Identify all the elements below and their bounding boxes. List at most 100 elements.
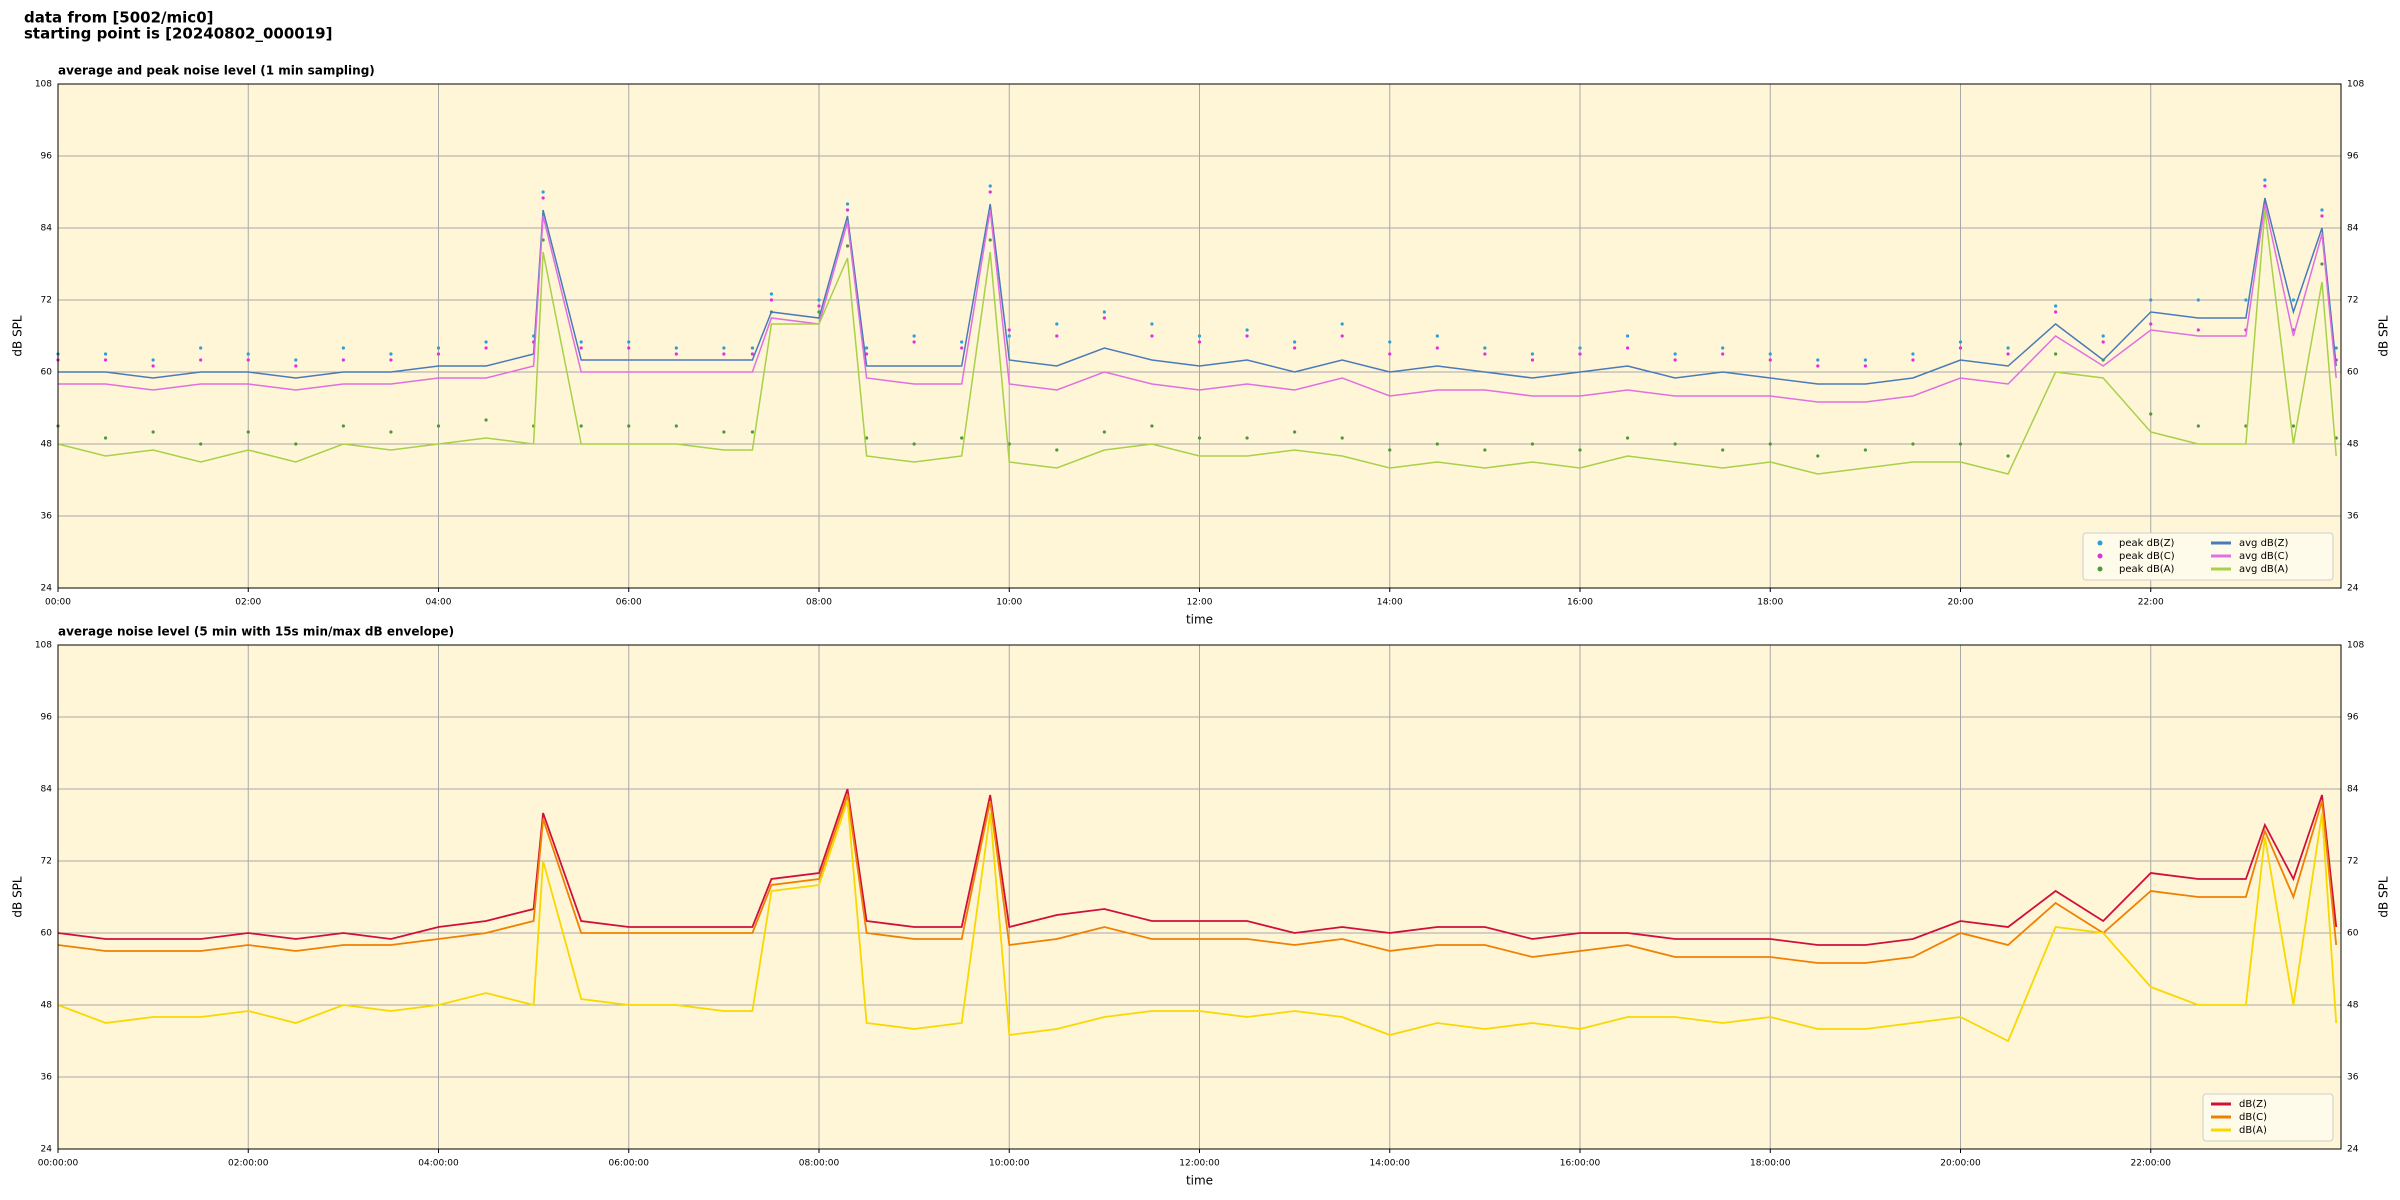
y-tick-label: 108 <box>2347 80 2364 90</box>
y-tick-label: 72 <box>41 296 52 306</box>
peak-point <box>845 208 850 212</box>
peak-point <box>1958 442 1963 446</box>
peak-point <box>2054 310 2058 314</box>
peak-point <box>436 346 441 350</box>
peak-point <box>484 418 488 422</box>
peak-point <box>1102 310 1106 314</box>
peak-point <box>1435 442 1439 446</box>
y-tick-label: 60 <box>2347 929 2359 939</box>
x-axis-label: time <box>1186 613 1213 627</box>
x-tick-label: 02:00 <box>235 598 261 608</box>
x-tick-label: 12:00:00 <box>1179 1159 1220 1169</box>
peak-point <box>627 346 631 350</box>
peak-point <box>1721 346 1725 350</box>
y-tick-label: 48 <box>41 440 53 450</box>
series-line <box>57 788 2338 946</box>
peak-point <box>1530 358 1535 362</box>
peak-point <box>341 346 345 350</box>
peak-point <box>1197 436 1202 440</box>
peak-point <box>864 436 869 440</box>
x-axis-label: time <box>1186 1174 1213 1188</box>
peak-point <box>199 442 203 446</box>
peak-point <box>2196 328 2200 332</box>
chart-title: average noise level (5 min with 15s min/… <box>58 625 454 639</box>
peak-point <box>960 340 964 344</box>
x-tick-label: 10:00 <box>996 598 1022 608</box>
peak-point <box>769 298 774 302</box>
peak-point <box>484 340 488 344</box>
legend-box <box>2202 1093 2334 1142</box>
peak-point <box>199 346 203 350</box>
peak-point <box>294 442 298 446</box>
peak-point <box>845 202 850 206</box>
peak-point <box>389 430 393 434</box>
peak-point <box>817 304 821 308</box>
peak-point <box>1625 334 1630 338</box>
peak-point <box>1673 352 1677 356</box>
peak-point <box>436 424 441 428</box>
header-line: starting point is [20240802_000019] <box>24 25 332 43</box>
peak-point <box>541 190 545 194</box>
peak-point <box>1055 448 1059 452</box>
header-line: data from [5002/mic0] <box>24 9 214 27</box>
peak-point <box>674 352 678 356</box>
peak-point <box>1055 334 1059 338</box>
peak-point <box>2263 178 2267 182</box>
peak-point <box>1578 346 1582 350</box>
y-axis-label: dB SPL <box>11 876 25 918</box>
peak-point <box>1911 442 1915 446</box>
peak-point <box>1007 328 1011 332</box>
peak-point <box>1483 448 1487 452</box>
peak-point <box>988 238 992 242</box>
peak-point <box>1816 454 1820 458</box>
peak-point <box>389 352 393 356</box>
y-tick-label: 96 <box>41 713 53 723</box>
y-tick-label: 72 <box>2347 857 2358 867</box>
y-tick-label: 60 <box>41 368 53 378</box>
peak-point <box>1721 448 1725 452</box>
peak-point <box>436 352 441 356</box>
peak-point <box>2101 334 2105 338</box>
x-tick-label: 10:00:00 <box>989 1159 1030 1169</box>
peak-point <box>341 358 345 362</box>
x-tick-label: 18:00:00 <box>1750 1159 1791 1169</box>
legend-label: avg dB(Z) <box>2239 538 2289 549</box>
peak-point <box>1435 334 1439 338</box>
x-tick-label: 18:00 <box>1757 598 1783 608</box>
peak-point <box>1150 322 1154 326</box>
peak-point <box>2149 298 2153 302</box>
peak-point <box>1293 430 1297 434</box>
y-tick-label: 96 <box>2347 713 2359 723</box>
series-line <box>57 794 2338 964</box>
peak-point <box>1768 442 1772 446</box>
peak-point <box>2320 208 2324 212</box>
y-tick-label: 84 <box>41 785 53 795</box>
peak-point <box>1483 346 1487 350</box>
peak-point <box>1340 334 1344 338</box>
peak-point <box>1150 424 1154 428</box>
peak-point <box>1530 352 1535 356</box>
y-tick-label: 96 <box>41 152 53 162</box>
x-tick-label: 16:00 <box>1567 598 1593 608</box>
series-line <box>58 197 2337 385</box>
peak-point <box>674 346 678 350</box>
peak-point <box>1293 340 1297 344</box>
peak-point <box>1721 352 1725 356</box>
peak-point <box>1340 322 1344 326</box>
peak-point <box>722 352 726 356</box>
peak-point <box>484 346 488 350</box>
peak-point <box>1863 364 1867 368</box>
y-tick-label: 108 <box>35 80 52 90</box>
peak-point <box>1863 448 1867 452</box>
y-tick-label: 108 <box>35 641 52 651</box>
peak-point <box>2291 298 2296 302</box>
peak-point <box>817 298 821 302</box>
peak-point <box>199 358 203 362</box>
y-tick-label: 36 <box>41 1073 53 1083</box>
x-tick-label: 00:00 <box>45 598 71 608</box>
x-tick-label: 22:00 <box>2138 598 2164 608</box>
x-tick-label: 22:00:00 <box>2131 1159 2172 1169</box>
peak-point <box>1578 448 1582 452</box>
peak-point <box>579 340 583 344</box>
peak-point <box>246 430 250 434</box>
